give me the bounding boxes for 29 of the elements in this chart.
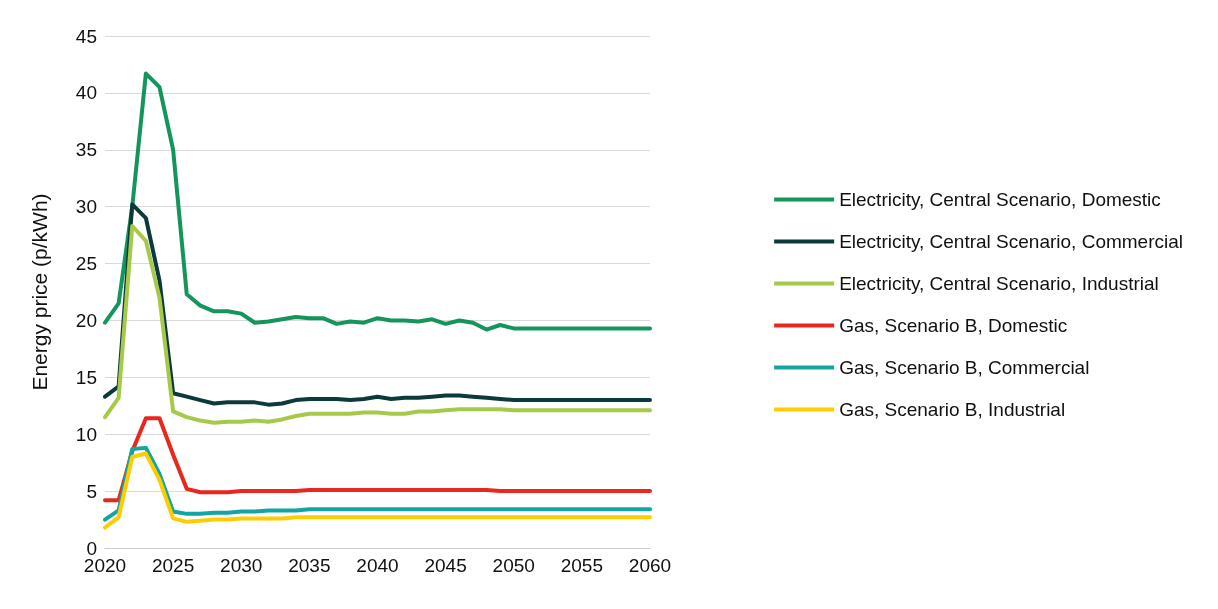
legend-label: Electricity, Central Scenario, Domestic bbox=[839, 189, 1161, 210]
x-tick-label: 2035 bbox=[288, 555, 331, 576]
line-series bbox=[103, 71, 652, 332]
y-tick-label: 30 bbox=[75, 196, 97, 218]
line-series bbox=[103, 445, 652, 522]
y-tick-label: 45 bbox=[75, 25, 97, 47]
x-tick-label: 2055 bbox=[560, 555, 604, 576]
x-tick-label: 2050 bbox=[492, 555, 535, 576]
legend-label: Gas, Scenario B, Industrial bbox=[839, 399, 1066, 420]
x-tick-label: 2040 bbox=[356, 555, 399, 576]
y-tick-label: 10 bbox=[75, 423, 97, 445]
y-tick-label: 40 bbox=[75, 82, 97, 104]
y-tick-label: 25 bbox=[75, 253, 97, 275]
line-series bbox=[103, 451, 652, 530]
legend-label: Gas, Scenario B, Commercial bbox=[839, 357, 1090, 378]
legend-label: Gas, Scenario B, Domestic bbox=[839, 315, 1068, 336]
y-tick-label: 20 bbox=[75, 309, 97, 331]
y-axis-title: Energy price (p/kWh) bbox=[28, 193, 51, 391]
x-tick-label: 2060 bbox=[628, 555, 672, 576]
y-tick-label: 5 bbox=[86, 480, 97, 502]
x-tick-label: 2045 bbox=[424, 555, 467, 576]
line-series bbox=[103, 224, 652, 425]
legend-label: Electricity, Central Scenario, Commercial bbox=[839, 231, 1183, 252]
y-tick-label: 35 bbox=[75, 139, 97, 161]
x-tick-label: 2025 bbox=[151, 555, 195, 576]
line-series bbox=[103, 416, 652, 503]
x-tick-label: 2030 bbox=[220, 555, 263, 576]
legend-label: Electricity, Central Scenario, Industrial bbox=[839, 273, 1159, 294]
y-tick-label: 15 bbox=[75, 366, 97, 388]
